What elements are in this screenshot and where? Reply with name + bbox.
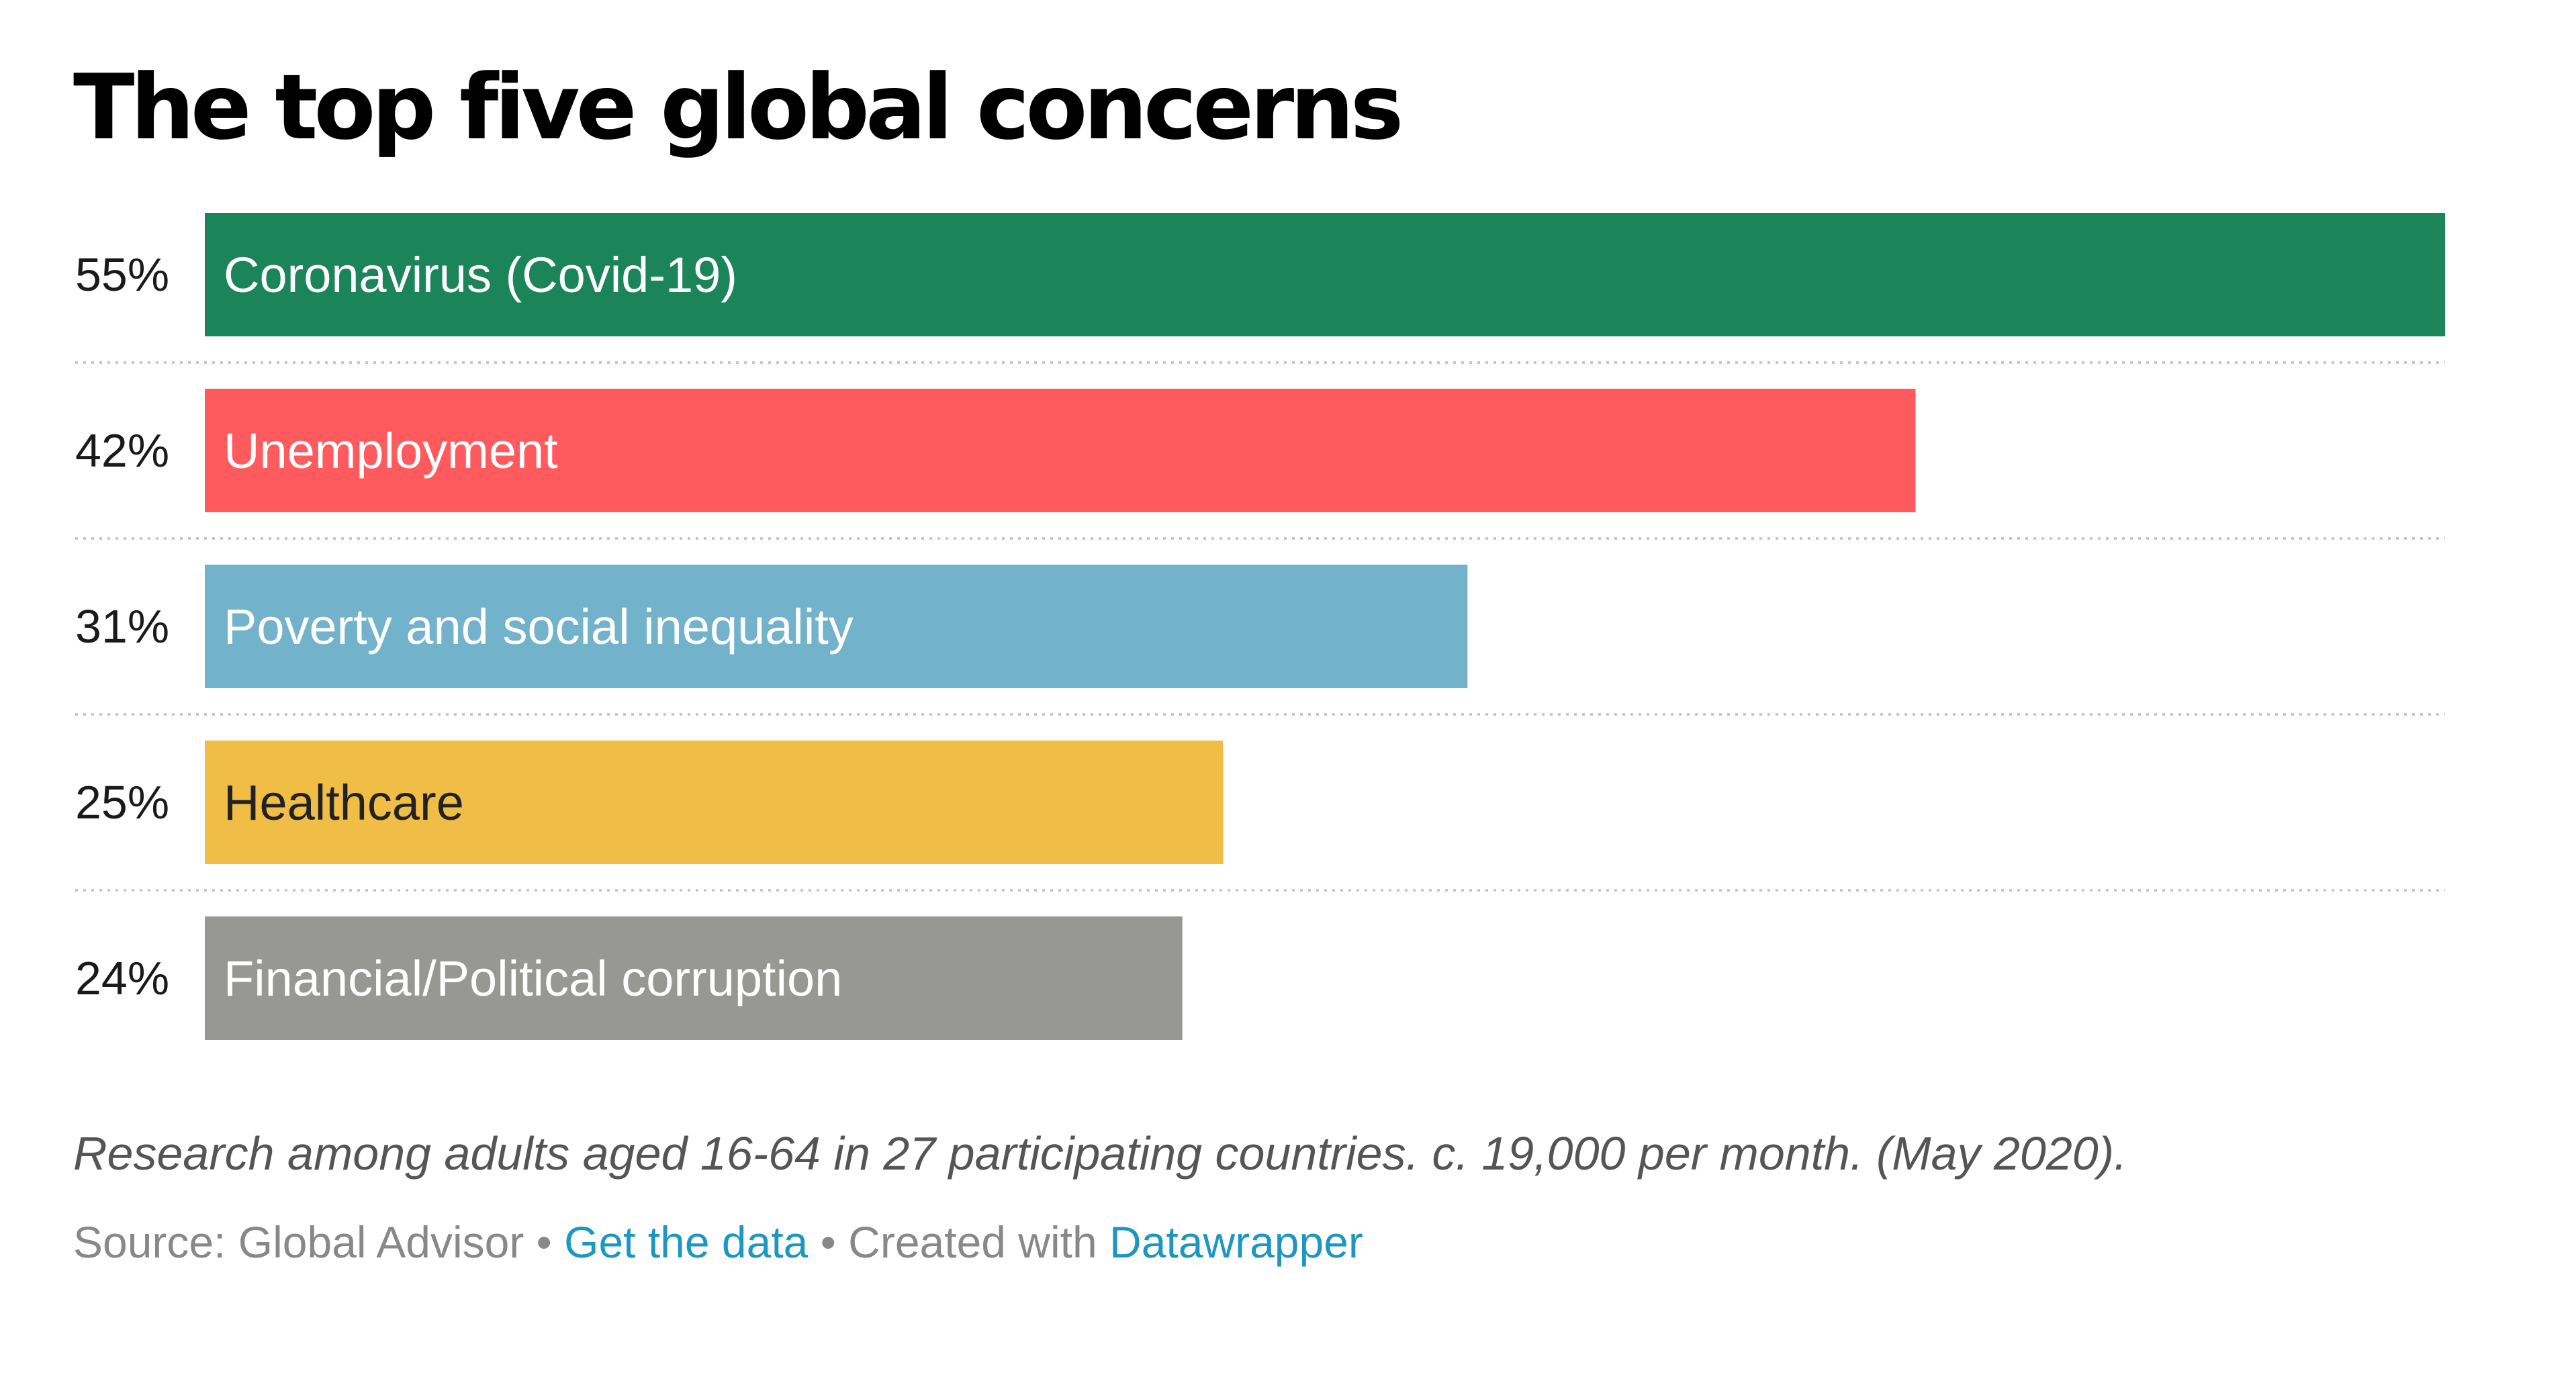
bar-label: Coronavirus (Covid-19): [224, 247, 737, 303]
value-label: 24%: [75, 952, 169, 1004]
bar-label: Financial/Political corruption: [224, 951, 842, 1006]
created-with-label: Created with: [848, 1217, 1097, 1267]
source-label: Source: Global Advisor: [73, 1217, 524, 1267]
bar-row: 31% Poverty and social inequality: [75, 565, 1468, 688]
chart-footer: Source: Global Advisor • Get the data • …: [73, 1208, 1363, 1276]
bar: [205, 389, 1916, 512]
value-label: 25%: [75, 776, 169, 828]
value-label: 42%: [75, 424, 169, 477]
datawrapper-link[interactable]: Datawrapper: [1109, 1217, 1363, 1267]
footer-separator: •: [524, 1217, 565, 1267]
bar-row: 42% Unemployment: [75, 389, 1916, 512]
bar-row: 24% Financial/Political corruption: [75, 916, 1183, 1040]
bar-row: 25% Healthcare: [75, 741, 1224, 864]
bars: 55% Coronavirus (Covid-19) 42% Unemployment…: [75, 213, 2445, 1040]
bar: [205, 565, 1468, 688]
value-label: 31%: [75, 600, 169, 653]
bar: [205, 213, 2445, 336]
bar-label: Healthcare: [224, 775, 464, 831]
grid-lines: [75, 361, 2445, 892]
chart-title: The top five global concerns: [73, 55, 1404, 160]
bar-label: Poverty and social inequality: [224, 599, 854, 655]
bar: [205, 916, 1183, 1040]
footer-separator: •: [808, 1217, 849, 1267]
bar-row: 55% Coronavirus (Covid-19): [75, 213, 2445, 336]
get-data-link[interactable]: Get the data: [564, 1217, 809, 1267]
chart-notes: Research among adults aged 16-64 in 27 p…: [73, 1127, 2127, 1180]
bar: [205, 741, 1224, 864]
value-label: 55%: [75, 248, 169, 301]
bar-label: Unemployment: [224, 423, 558, 479]
